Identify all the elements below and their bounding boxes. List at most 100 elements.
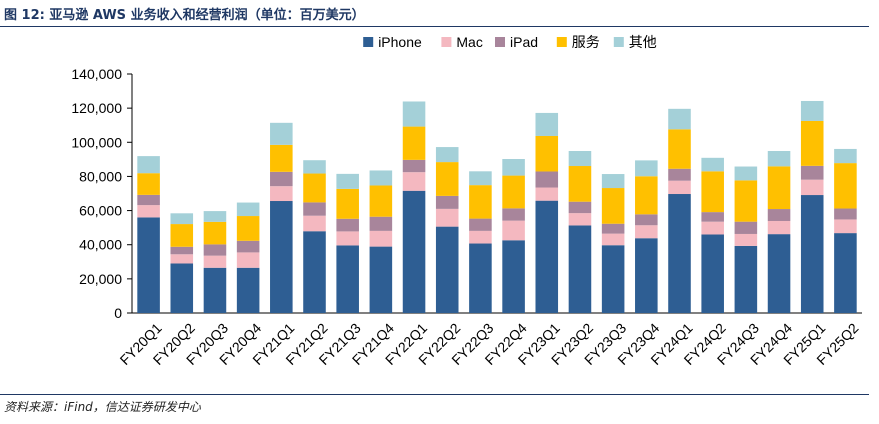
bar-segment [303, 202, 326, 216]
bar-segment [303, 215, 326, 232]
bar-segment [137, 156, 160, 174]
bar-segment [137, 194, 160, 206]
bar-segment [137, 205, 160, 218]
bar-segment [336, 173, 359, 189]
bar-segment [734, 245, 758, 313]
bar-segment [170, 213, 194, 225]
x-axis: FY20Q1FY20Q2FY20Q3FY20Q4FY21Q1FY21Q2FY21… [117, 312, 862, 368]
bar-segment [668, 180, 691, 195]
bar-segment [800, 195, 824, 313]
stacked-bar-chart: iPhone Mac iPad 服务 其他 0 20,000 40,000 60,000 80,… [71, 34, 862, 368]
bar-segment [369, 246, 393, 313]
bar-segment [402, 101, 426, 127]
bar-segment [270, 186, 293, 202]
bar-segment [236, 240, 260, 253]
bar-segment [170, 246, 194, 255]
y-tick-label: 120,000 [71, 100, 122, 116]
bar-segment [701, 212, 724, 222]
bar-segment [402, 126, 426, 160]
bar-segment [203, 221, 227, 245]
bar-segment [834, 148, 857, 164]
bar-segment [800, 179, 824, 196]
bar-segment [137, 217, 160, 313]
bar-segment [834, 219, 857, 234]
bar-segment [502, 159, 525, 176]
legend-label: iPhone [378, 34, 422, 50]
bars [137, 100, 857, 313]
bar-segment [635, 176, 658, 215]
bar-segment [137, 173, 160, 195]
bar-segment [303, 160, 326, 174]
bar-segment [767, 166, 791, 210]
bar-segment [535, 135, 559, 172]
bar-segment [701, 171, 724, 213]
bar-segment [435, 147, 459, 163]
bar-segment [502, 240, 525, 313]
bar-segment [734, 180, 758, 222]
bar-segment [469, 218, 492, 231]
legend: iPhone Mac iPad 服务 其他 [363, 34, 657, 50]
source-note: 资料来源：iFind，信达证券研发中心 [4, 400, 201, 414]
y-tick-label: 60,000 [79, 203, 122, 219]
bar-segment [767, 234, 791, 313]
legend-swatch [441, 37, 452, 47]
bar-segment [203, 244, 227, 256]
bar-segment [236, 216, 260, 241]
bar-segment [270, 122, 293, 145]
figure-title: 图 12: 亚马逊 AWS 业务收入和经营利润（单位：百万美元） [4, 8, 365, 23]
bar-segment [601, 188, 625, 224]
bar-segment [535, 171, 559, 188]
bar-segment [668, 168, 691, 181]
bar-segment [369, 230, 393, 247]
bar-segment [635, 160, 658, 177]
bar-segment [402, 172, 426, 191]
bar-segment [767, 209, 791, 221]
legend-label: 服务 [572, 34, 600, 50]
bar-segment [236, 267, 260, 313]
y-tick-label: 140,000 [71, 66, 122, 82]
bar-segment [601, 223, 625, 234]
bar-segment [402, 190, 426, 313]
bar-segment [170, 224, 194, 247]
bar-segment [800, 165, 824, 180]
bar-segment [502, 208, 525, 221]
bar-segment [568, 150, 592, 167]
bar-segment [734, 233, 758, 246]
bar-segment [635, 214, 658, 226]
bar-segment [469, 171, 492, 186]
bar-segment [170, 254, 194, 264]
bar-segment [435, 226, 459, 313]
bar-segment [502, 220, 525, 241]
bar-segment [734, 166, 758, 181]
bar-segment [635, 225, 658, 239]
bar-segment [469, 185, 492, 219]
bar-segment [236, 202, 260, 217]
bar-segment [535, 187, 559, 201]
bar-segment [568, 166, 592, 202]
bar-segment [336, 188, 359, 219]
legend-label: 其他 [629, 34, 657, 50]
bar-segment [568, 213, 592, 226]
legend-swatch [613, 37, 624, 47]
bar-segment [535, 112, 559, 136]
bar-segment [336, 245, 359, 313]
y-axis: 0 20,000 40,000 60,000 80,000 100,000 120,000 1… [71, 66, 133, 321]
bar-segment [270, 171, 293, 187]
bar-segment [568, 225, 592, 313]
bar-segment [767, 150, 791, 167]
bar-segment [767, 220, 791, 235]
bar-segment [834, 208, 857, 220]
bar-segment [535, 200, 559, 313]
legend-swatch [556, 37, 567, 47]
bar-segment [435, 208, 459, 227]
bar-segment [336, 231, 359, 246]
title-rule [0, 26, 869, 27]
bar-segment [834, 163, 857, 209]
bar-segment [601, 233, 625, 246]
bar-segment [170, 263, 194, 313]
bar-segment [701, 221, 724, 235]
bar-segment [203, 211, 227, 222]
bar-segment [270, 144, 293, 172]
bar-segment [270, 201, 293, 313]
bar-segment [701, 157, 724, 172]
